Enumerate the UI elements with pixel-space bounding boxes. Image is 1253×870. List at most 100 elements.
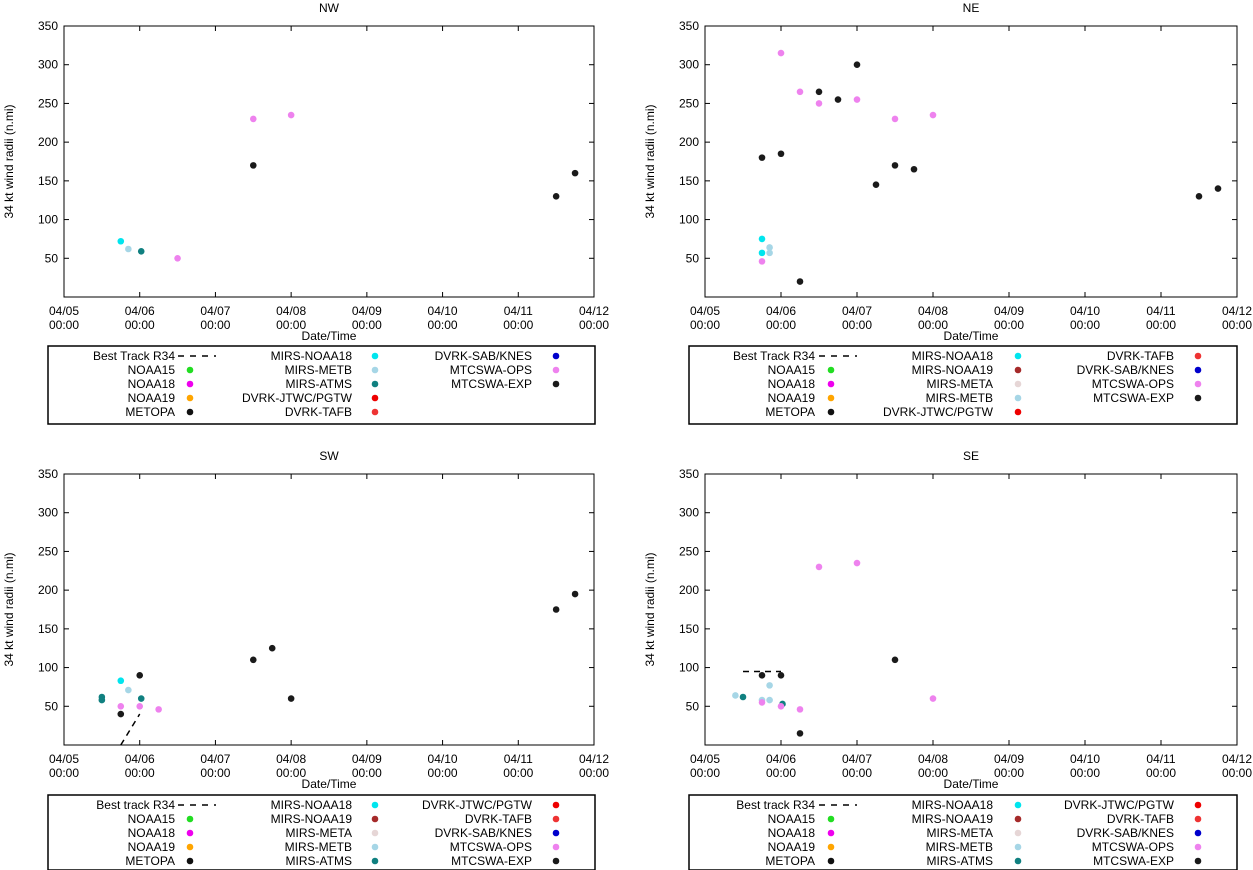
legend-swatch <box>1014 843 1022 851</box>
x-tick-label-date: 04/11 <box>504 304 533 318</box>
data-point <box>766 249 773 257</box>
x-tick-label-time: 00:00 <box>503 766 533 780</box>
x-tick-label-time: 00:00 <box>352 318 382 332</box>
legend-box <box>47 345 596 425</box>
legend-label: METOPA <box>765 405 815 419</box>
x-tick-label-date: 04/05 <box>690 752 720 766</box>
y-tick-label: 300 <box>38 58 58 72</box>
legend-swatch <box>1194 352 1202 360</box>
legend-label: MIRS-METB <box>285 363 352 377</box>
y-tick-label: 50 <box>686 699 700 713</box>
series-mirs-atms <box>137 248 145 255</box>
data-point <box>249 656 257 664</box>
data-point <box>777 49 785 57</box>
legend-label: MIRS-ATMS <box>286 377 352 391</box>
legend-label: MIRS-META <box>927 377 993 391</box>
legend-label: DVRK-TAFB <box>1107 349 1174 363</box>
legend-swatch <box>371 380 379 388</box>
x-axis-label: Date/Time <box>944 329 999 343</box>
y-tick-label: 350 <box>38 467 58 481</box>
data-point <box>125 686 132 694</box>
plot-frame <box>63 25 595 298</box>
data-point <box>758 249 766 257</box>
legend-label: MTCSWA-OPS <box>450 840 532 854</box>
x-tick-label-time: 00:00 <box>1146 318 1176 332</box>
x-tick-label-time: 00:00 <box>842 318 872 332</box>
legend-label: MIRS-METB <box>926 391 993 405</box>
x-tick-label-time: 00:00 <box>690 318 720 332</box>
legend-label: DVRK-SAB/KNES <box>435 826 532 840</box>
legend-label: NOAA19 <box>768 391 816 405</box>
legend-swatch <box>186 408 194 416</box>
data-point <box>136 672 144 679</box>
data-point <box>1195 193 1203 200</box>
x-tick-label-date: 04/06 <box>125 304 155 318</box>
legend-swatch <box>552 857 560 865</box>
legend-label: MTCSWA-EXP <box>451 377 532 391</box>
data-point <box>796 730 804 737</box>
legend-label: MTCSWA-EXP <box>1093 391 1174 405</box>
y-tick-label: 250 <box>679 544 699 558</box>
y-tick-label: 200 <box>679 135 699 149</box>
y-tick-label: 350 <box>679 19 699 33</box>
x-tick-label-date: 04/12 <box>579 304 609 318</box>
y-tick-label: 50 <box>686 251 700 265</box>
legend-swatch <box>1194 394 1202 402</box>
x-tick-label-time: 00:00 <box>428 766 458 780</box>
x-tick-label-time: 00:00 <box>1146 766 1176 780</box>
y-tick-label: 50 <box>45 251 59 265</box>
x-tick-label-date: 04/06 <box>125 752 155 766</box>
panel-ne: NE5010015020025030035004/0500:0004/0600:… <box>643 1 1252 425</box>
data-point <box>834 96 842 103</box>
data-point <box>853 61 861 69</box>
series-mirs-noaa18 <box>117 677 125 685</box>
panel-sw: SW5010015020025030035004/0500:0004/0600:… <box>2 449 609 870</box>
legend-label: NOAA19 <box>128 391 176 405</box>
legend-swatch <box>371 394 379 402</box>
x-tick-label-time: 00:00 <box>503 318 533 332</box>
series-mtcswa-exp <box>758 656 899 737</box>
x-tick-label-time: 00:00 <box>125 766 155 780</box>
x-tick-label-date: 04/09 <box>352 304 382 318</box>
data-point <box>929 695 937 702</box>
legend-swatch <box>827 815 835 823</box>
legend-swatch <box>552 352 560 360</box>
legend-label: MIRS-META <box>286 826 352 840</box>
data-point <box>249 162 257 169</box>
legend-swatch <box>371 352 379 360</box>
legend-swatch <box>186 829 194 837</box>
legend-label: MIRS-METB <box>285 840 352 854</box>
x-tick-label-date: 04/10 <box>428 304 458 318</box>
legend-swatch <box>1014 366 1022 374</box>
x-tick-label-date: 04/09 <box>352 752 382 766</box>
legend-swatch <box>186 380 194 388</box>
panel-se: SE5010015020025030035004/0500:0004/0600:… <box>643 449 1252 870</box>
x-tick-label-date: 04/08 <box>276 304 306 318</box>
series-mtcswa-ops <box>174 111 295 262</box>
y-tick-label: 250 <box>38 96 58 110</box>
x-tick-label-time: 00:00 <box>994 766 1024 780</box>
legend-swatch <box>552 815 560 823</box>
data-point <box>891 162 899 169</box>
data-point <box>758 154 766 161</box>
legend-label: MIRS-NOAA19 <box>271 812 353 826</box>
legend-swatch <box>1194 366 1202 374</box>
x-tick-label-time: 00:00 <box>579 766 609 780</box>
y-axis-label: 34 kt wind radii (n.mi) <box>2 104 16 218</box>
plot-frame <box>704 473 1238 746</box>
y-tick-label: 300 <box>679 58 699 72</box>
legend-swatch <box>1014 408 1022 416</box>
series-mtcswa-ops <box>758 49 937 265</box>
legend-swatch <box>186 815 194 823</box>
legend-label: Best Track R34 <box>93 349 175 363</box>
legend-swatch <box>827 857 835 865</box>
x-tick-label-date: 04/05 <box>690 304 720 318</box>
x-tick-label-date: 04/06 <box>766 304 796 318</box>
legend-swatch <box>371 829 379 837</box>
series-mirs-noaa18 <box>117 237 125 245</box>
legend-label: NOAA15 <box>128 812 176 826</box>
legend-label: DVRK-TAFB <box>285 405 352 419</box>
x-tick-label-time: 00:00 <box>200 318 230 332</box>
